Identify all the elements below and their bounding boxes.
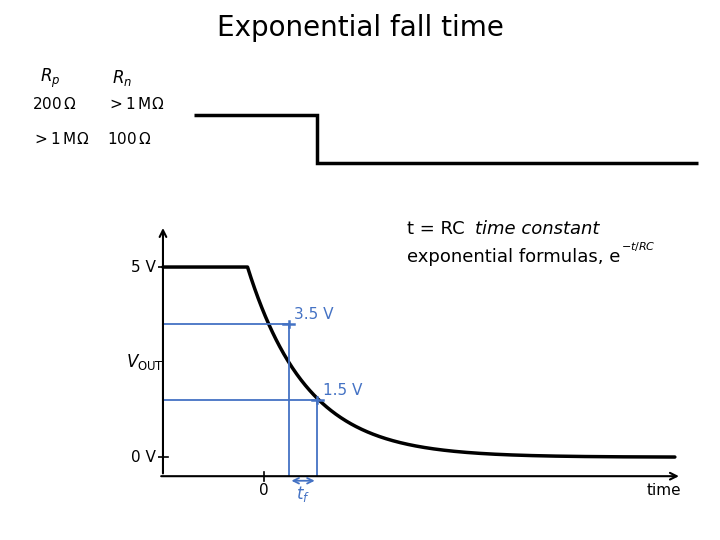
Text: 0 V: 0 V: [131, 450, 156, 465]
Text: $R_p$: $R_p$: [40, 67, 60, 90]
Text: $>1\,\mathrm{M}\Omega$: $>1\,\mathrm{M}\Omega$: [107, 96, 163, 112]
Text: time constant: time constant: [475, 220, 600, 239]
Text: exponential formulas, e: exponential formulas, e: [407, 247, 620, 266]
Text: $-t/RC$: $-t/RC$: [621, 240, 656, 253]
Text: $R_n$: $R_n$: [112, 68, 132, 89]
Text: 5 V: 5 V: [131, 260, 156, 274]
Text: 1.5 V: 1.5 V: [323, 383, 362, 398]
Text: $V_{\mathrm{OUT}}$: $V_{\mathrm{OUT}}$: [126, 352, 163, 372]
Text: time: time: [647, 483, 682, 498]
Text: Exponential fall time: Exponential fall time: [217, 14, 503, 42]
Text: 3.5 V: 3.5 V: [294, 307, 333, 322]
Text: $100\,\Omega$: $100\,\Omega$: [107, 131, 151, 147]
Text: $t_f$: $t_f$: [296, 484, 310, 504]
Text: 0: 0: [258, 483, 269, 498]
Text: t = RC: t = RC: [407, 220, 482, 239]
Text: $200\,\Omega$: $200\,\Omega$: [32, 96, 77, 112]
Text: $>1\,\mathrm{M}\Omega$: $>1\,\mathrm{M}\Omega$: [32, 131, 89, 147]
